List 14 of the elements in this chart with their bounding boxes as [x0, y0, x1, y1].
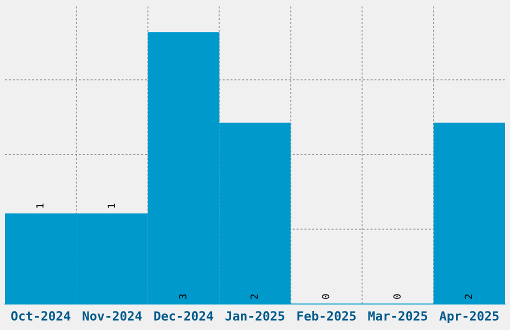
data-label: 3 [179, 294, 186, 299]
x-tick-label: Mar-2025 [368, 311, 428, 321]
data-label: 2 [250, 294, 258, 299]
data-label: 0 [322, 294, 330, 299]
data-label: 2 [464, 294, 472, 299]
x-tick-label: Nov-2024 [82, 311, 142, 321]
data-label: 0 [393, 294, 401, 299]
x-tick-label: Dec-2024 [154, 311, 214, 321]
data-label: 1 [108, 204, 115, 208]
x-tick-label: Jan-2025 [226, 311, 284, 321]
data-label: 1 [36, 204, 44, 208]
x-tick-label: Oct-2024 [11, 311, 70, 321]
x-tick-label: Apr-2025 [439, 311, 499, 324]
x-tick-label: Feb-2025 [297, 310, 356, 321]
